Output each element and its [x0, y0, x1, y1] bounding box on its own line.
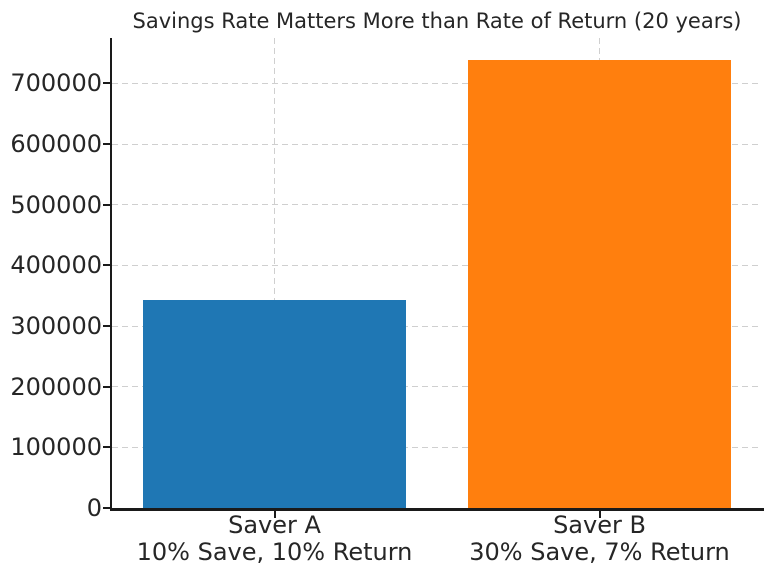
gridline-v: [274, 38, 275, 508]
y-tick-mark: [103, 264, 110, 267]
x-axis-spine: [110, 508, 764, 511]
x-tick-label: Saver A 10% Save, 10% Return: [115, 512, 435, 566]
y-tick-mark: [103, 325, 110, 328]
y-axis-spine: [110, 38, 112, 511]
gridline-h: [112, 325, 762, 327]
y-tick-label: 500000: [10, 190, 102, 219]
y-tick-mark: [103, 385, 110, 388]
x-tick-label-line1: Saver B: [553, 511, 646, 539]
x-tick-mark: [273, 511, 276, 518]
gridline-h: [112, 204, 762, 206]
y-tick-label: 400000: [10, 251, 102, 280]
y-tick-label: 700000: [10, 69, 102, 98]
gridline-h: [112, 143, 762, 145]
x-tick-mark: [598, 511, 601, 518]
gridline-h: [112, 446, 762, 448]
x-tick-label-line1: Saver A: [228, 511, 321, 539]
bar-saver-a: [142, 299, 407, 508]
y-tick-label: 0: [86, 494, 102, 522]
y-tick-mark: [103, 143, 110, 146]
x-tick-label-line2: 30% Save, 7% Return: [469, 538, 730, 566]
bar-saver-b: [467, 60, 732, 508]
x-tick-label: Saver B 30% Save, 7% Return: [440, 512, 760, 566]
y-tick-mark: [103, 507, 110, 509]
y-tick-mark: [103, 446, 110, 449]
x-tick-label-line2: 10% Save, 10% Return: [136, 538, 413, 566]
y-tick-label: 600000: [10, 130, 102, 159]
y-tick-label: 300000: [10, 312, 102, 341]
y-tick-label: 100000: [10, 433, 102, 462]
y-tick-mark: [103, 203, 110, 206]
gridline-h: [112, 264, 762, 266]
gridline-h: [112, 82, 762, 84]
y-tick-mark: [103, 82, 110, 85]
chart-title: Savings Rate Matters More than Rate of R…: [132, 9, 742, 33]
gridline-h: [112, 386, 762, 388]
y-tick-label: 200000: [10, 372, 102, 401]
